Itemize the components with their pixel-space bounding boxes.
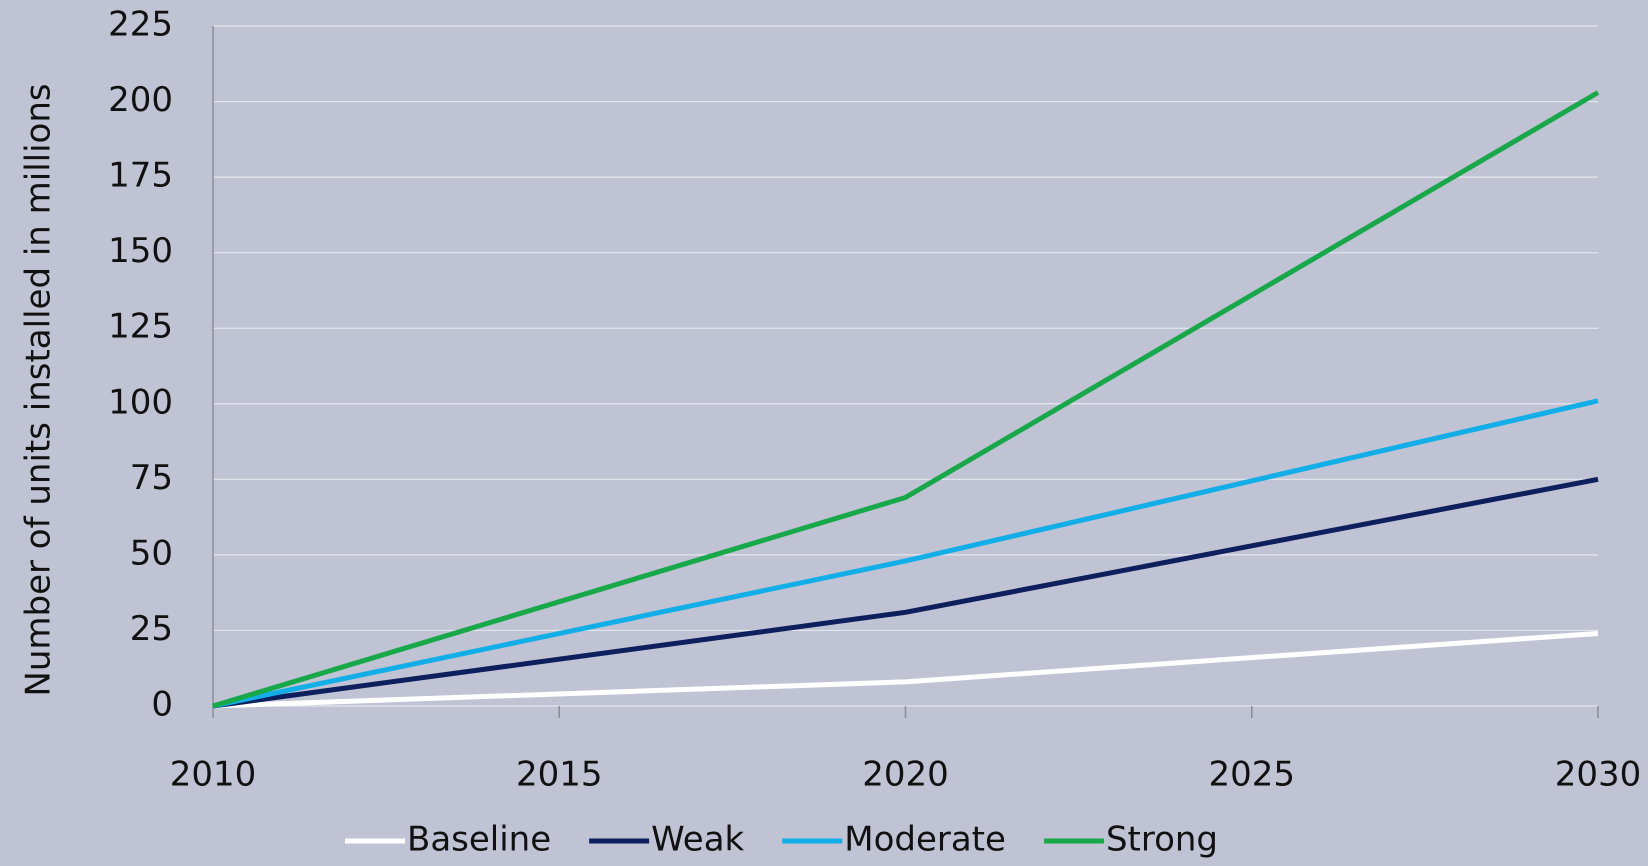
legend-label: Strong xyxy=(1106,820,1218,860)
series-line xyxy=(212,398,1599,709)
y-tick-label: 50 xyxy=(130,533,173,573)
x-tick-label: 2015 xyxy=(516,755,603,795)
series-line xyxy=(212,476,1599,709)
x-tick-label: 2010 xyxy=(170,755,257,795)
y-tick-label: 200 xyxy=(108,80,173,120)
legend-label: Weak xyxy=(651,820,744,860)
y-tick-label: 150 xyxy=(108,231,173,271)
legend-label: Baseline xyxy=(407,820,551,860)
y-tick-label: 225 xyxy=(108,5,173,45)
x-tick-label: 2030 xyxy=(1555,755,1642,795)
y-tick-label: 175 xyxy=(108,156,173,196)
series-line xyxy=(212,90,1600,709)
x-tick-label: 2020 xyxy=(862,755,949,795)
series-line xyxy=(212,630,1599,709)
y-axis-label: Number of units installed in millions xyxy=(19,83,59,696)
x-tick-label: 2025 xyxy=(1208,755,1295,795)
legend-label: Moderate xyxy=(844,820,1006,860)
y-tick-label: 25 xyxy=(130,609,173,649)
y-tick-label: 125 xyxy=(108,307,173,347)
y-tick-label: 0 xyxy=(151,685,173,725)
y-tick-label: 75 xyxy=(130,458,173,498)
y-tick-label: 100 xyxy=(108,382,173,422)
